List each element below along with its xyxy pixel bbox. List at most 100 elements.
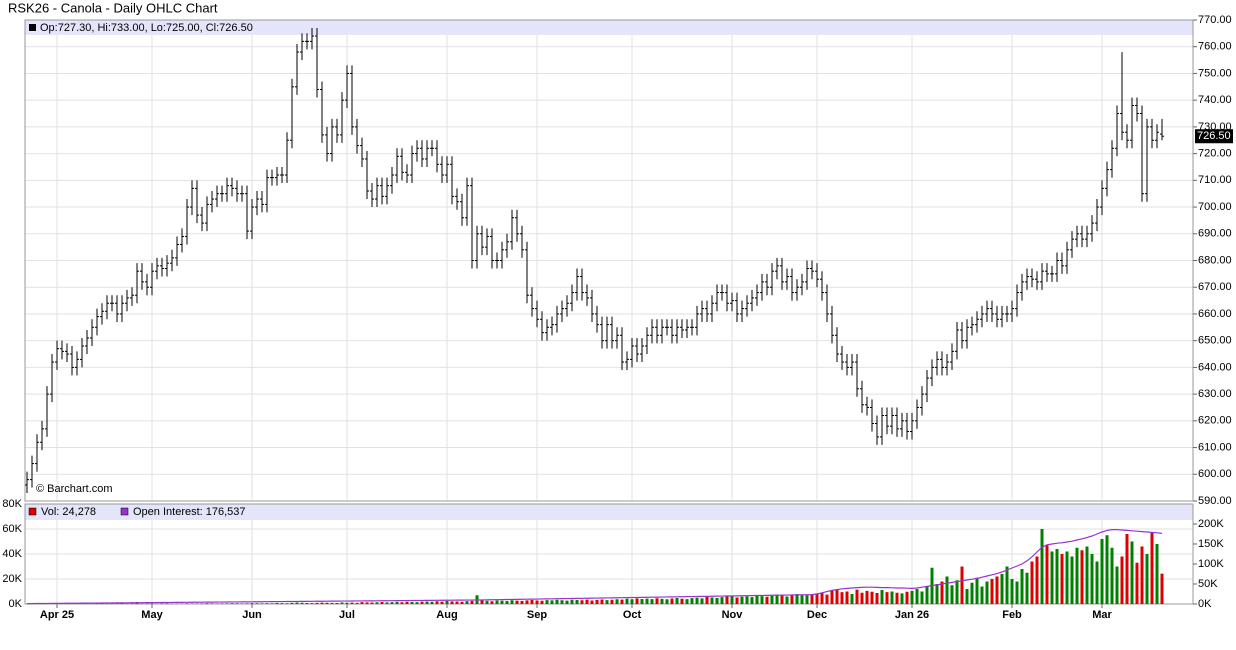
volume-bar: [576, 600, 579, 604]
y-tick-label: 770.00: [1198, 14, 1232, 26]
x-tick-label: Sep: [527, 609, 547, 621]
volume-bar: [516, 601, 519, 604]
volume-bar: [916, 589, 919, 604]
volume-bar: [761, 596, 764, 604]
volume-bar: [816, 593, 819, 604]
volume-bar: [681, 599, 684, 604]
volume-bar: [256, 603, 259, 604]
volume-bar: [436, 601, 439, 604]
y-tick-label: 680.00: [1198, 254, 1232, 266]
volume-bar: [486, 601, 489, 604]
volume-bar: [406, 602, 409, 604]
volume-bar: [856, 590, 859, 604]
volume-bar: [401, 602, 404, 604]
volume-bar: [241, 603, 244, 604]
x-tick-label: Jan 26: [895, 609, 929, 621]
x-tick-label: Dec: [807, 609, 827, 621]
volume-bar: [266, 603, 269, 604]
volume-bar: [846, 592, 849, 605]
volume-bar: [526, 600, 529, 604]
volume-bar: [1071, 557, 1074, 605]
volume-bar: [351, 603, 354, 604]
volume-bar: [1036, 557, 1039, 605]
last-price-label: 726.50: [1197, 130, 1231, 142]
oi-legend-swatch: [121, 508, 128, 515]
info-marker: [29, 24, 36, 31]
volume-bar: [166, 603, 169, 604]
volume-bar: [1031, 562, 1034, 605]
volume-bar: [946, 577, 949, 605]
volume-bar: [151, 604, 154, 605]
volume-bar: [891, 592, 894, 605]
volume-bar: [366, 602, 369, 604]
volume-bar: [986, 582, 989, 605]
volume-bar: [911, 591, 914, 604]
volume-bar: [376, 602, 379, 604]
volume-bar: [546, 600, 549, 604]
volume-bar: [201, 603, 204, 604]
volume-bar: [391, 602, 394, 604]
volume-bar: [236, 603, 239, 604]
volume-bar: [871, 592, 874, 604]
y-tick-label: 640.00: [1198, 361, 1232, 373]
y2-tick-label: 150K: [1198, 538, 1224, 550]
volume-bar: [306, 603, 309, 604]
volume-bar: [381, 602, 384, 604]
y-tick-label: 700.00: [1198, 201, 1232, 213]
volume-bar: [186, 603, 189, 604]
volume-bar: [1101, 539, 1104, 604]
volume-bar: [231, 603, 234, 604]
volume-bar: [456, 602, 459, 605]
x-tick-label: Feb: [1002, 609, 1022, 621]
volume-bar: [461, 602, 464, 604]
volume-bar: [706, 597, 709, 605]
volume-bar: [826, 595, 829, 604]
volume-bar: [491, 601, 494, 604]
volume-bar: [221, 603, 224, 604]
volume-bar: [131, 604, 134, 605]
volume-bar: [1141, 547, 1144, 605]
volume-bar: [386, 602, 389, 604]
volume-bar: [1131, 542, 1134, 605]
volume-bar: [836, 589, 839, 604]
volume-bar: [531, 600, 534, 604]
volume-bar: [416, 602, 419, 604]
volume-bar: [261, 603, 264, 604]
volume-bar: [686, 599, 689, 604]
volume-bar: [936, 584, 939, 604]
volume-bar: [446, 601, 449, 604]
y-tick-label: 650.00: [1198, 335, 1232, 347]
volume-bar: [211, 603, 214, 604]
volume-bar: [896, 593, 899, 604]
volume-bar: [646, 599, 649, 604]
y-tick-label: 760.00: [1198, 41, 1232, 53]
volume-bar: [506, 601, 509, 604]
volume-bar: [581, 600, 584, 604]
volume-bar: [851, 594, 854, 604]
volume-bar: [411, 602, 414, 604]
volume-bar: [1076, 548, 1079, 604]
volume-bar: [541, 601, 544, 604]
volume-bar: [611, 600, 614, 604]
volume-bar: [1001, 574, 1004, 604]
volume-bar: [961, 567, 964, 605]
volume-bar: [271, 603, 274, 604]
volume-bar: [606, 600, 609, 604]
volume-bar: [336, 603, 339, 604]
credit: © Barchart.com: [36, 483, 113, 495]
volume-bar: [251, 603, 254, 604]
volume-legend: Vol: 24,278: [41, 506, 96, 518]
volume-bar: [1126, 534, 1129, 604]
volume-bar: [776, 595, 779, 604]
x-tick-label: Jul: [339, 609, 355, 621]
volume-bar: [766, 597, 769, 604]
volume-bar: [1106, 535, 1109, 604]
y-tick-label: 740.00: [1198, 94, 1232, 106]
volume-bar: [1151, 533, 1154, 604]
y2-tick-label: 0K: [1198, 598, 1212, 610]
volume-bar: [1061, 554, 1064, 604]
volume-bar: [1081, 550, 1084, 604]
y-tick-label: 750.00: [1198, 67, 1232, 79]
volume-bar: [906, 592, 909, 604]
